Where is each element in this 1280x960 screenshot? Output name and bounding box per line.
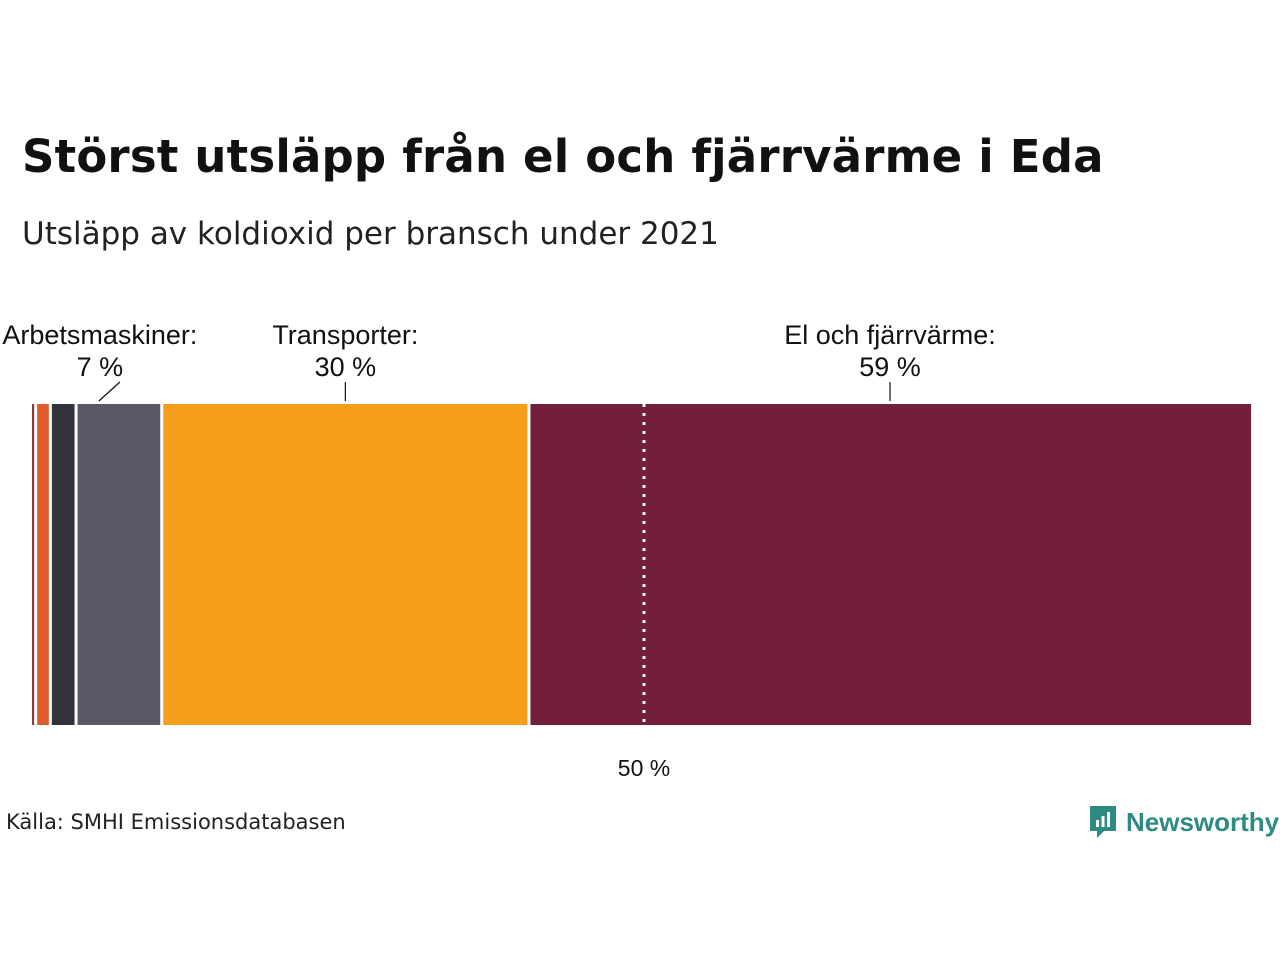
source-note: Källa: SMHI Emissionsdatabasen xyxy=(6,810,346,834)
segment-label-4: Transporter: xyxy=(272,320,418,350)
segment-value-label-4: 30 % xyxy=(315,352,377,382)
bar-segment-3 xyxy=(76,404,162,725)
segment-value-label-3: 7 % xyxy=(77,352,124,382)
bar-segment-4 xyxy=(161,404,529,725)
brand-name: Newsworthy xyxy=(1126,806,1280,837)
bar-segment-0 xyxy=(32,404,36,725)
segment-label-3: Arbetsmaskiner: xyxy=(2,320,197,350)
newsworthy-logo-icon xyxy=(1090,806,1116,838)
brand-logo[interactable]: Newsworthy xyxy=(1088,804,1279,840)
reference-line-label: 50 % xyxy=(618,755,670,781)
bar-segment-2 xyxy=(50,404,77,725)
chart-title: Störst utsläpp från el och fjärrvärme i … xyxy=(22,130,1104,183)
chart-subtitle: Utsläpp av koldioxid per bransch under 2… xyxy=(22,216,719,252)
bar-segment-1 xyxy=(35,404,51,725)
segment-label-5: El och fjärrvärme: xyxy=(784,320,996,350)
segment-value-label-5: 59 % xyxy=(859,352,921,382)
label-leader-3 xyxy=(98,381,121,402)
bar-segment-5 xyxy=(528,404,1252,725)
